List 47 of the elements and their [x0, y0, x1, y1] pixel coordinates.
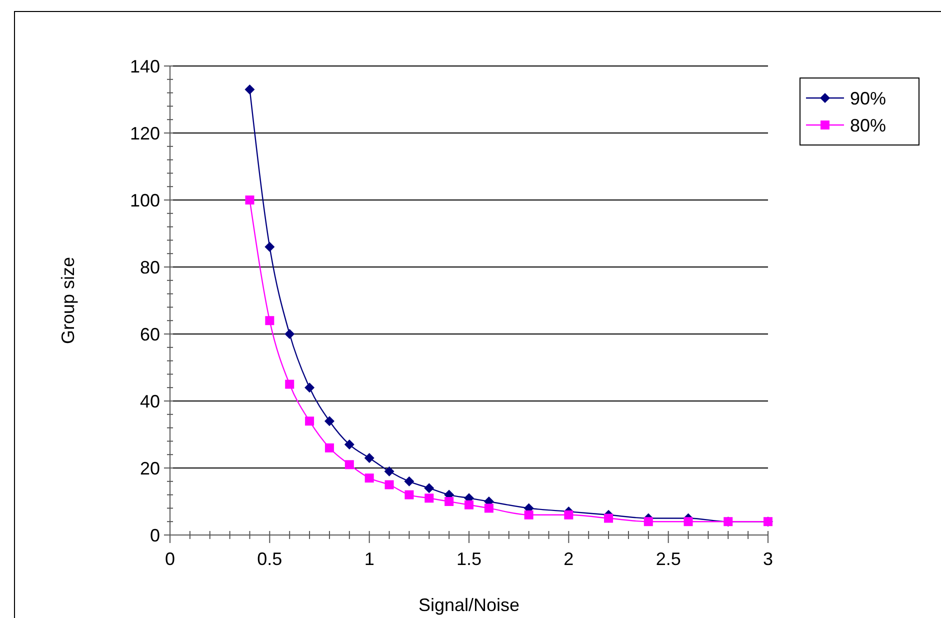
- point: [524, 510, 534, 520]
- y-tick-label: 120: [130, 123, 160, 144]
- point: [644, 517, 653, 526]
- point: [245, 196, 254, 204]
- point: [344, 440, 354, 450]
- point: [424, 494, 434, 503]
- x-tick-label: 3: [762, 549, 774, 569]
- x-tick-label: 1.5: [456, 549, 482, 569]
- legend-label: 80%: [850, 115, 886, 136]
- point: [285, 380, 294, 389]
- y-tick-label: 80: [140, 257, 160, 278]
- y-tick-label: 140: [130, 56, 160, 76]
- point: [384, 466, 394, 476]
- point: [344, 460, 354, 470]
- y-tick-label: 100: [130, 190, 160, 210]
- point: [305, 416, 314, 426]
- point: [404, 476, 414, 486]
- x-tick-label: 1: [364, 549, 374, 569]
- x-tick-label: 2: [564, 549, 574, 569]
- point: [424, 483, 434, 494]
- point: [444, 497, 454, 506]
- point: [324, 443, 334, 452]
- point: [324, 416, 334, 426]
- point: [244, 84, 255, 94]
- point: [484, 504, 494, 513]
- y-tick-label: 20: [140, 458, 160, 478]
- point: [284, 329, 295, 339]
- point: [384, 480, 394, 490]
- point: [684, 517, 693, 526]
- point: [464, 500, 474, 510]
- point: [264, 242, 275, 252]
- y-tick-label: 60: [140, 324, 160, 344]
- x-tick-label: 0: [164, 549, 176, 569]
- x-axis-title: Signal/Noise: [418, 595, 520, 615]
- y-axis-title: Group size: [58, 256, 78, 344]
- point: [404, 490, 414, 500]
- x-tick-label: 0.5: [257, 549, 282, 569]
- point: [364, 452, 374, 463]
- x-tick-label: 2.5: [656, 549, 681, 569]
- y-tick-label: 40: [140, 391, 160, 412]
- point: [364, 474, 374, 483]
- point: [564, 510, 574, 520]
- point: [304, 382, 315, 393]
- y-tick-label: 0: [150, 525, 160, 546]
- legend-label: 90%: [850, 88, 886, 108]
- point: [604, 514, 614, 523]
- point: [265, 316, 274, 326]
